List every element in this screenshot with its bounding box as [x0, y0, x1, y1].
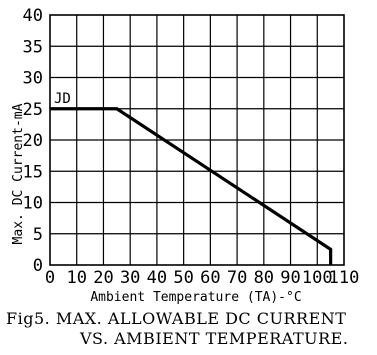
x-tick-label: 60 — [200, 268, 220, 288]
x-tick-label: 100 — [302, 268, 333, 288]
x-tick-label: 80 — [254, 268, 274, 288]
y-tick-label: 40 — [23, 6, 43, 26]
y-tick-label: 35 — [23, 37, 43, 57]
y-tick-label: 10 — [23, 194, 43, 214]
plot-frame — [49, 14, 345, 266]
series-label-jd: JD — [54, 91, 71, 107]
y-tick-label: 0 — [33, 256, 43, 276]
frame-layer — [49, 14, 345, 266]
x-tick-label: 50 — [173, 268, 193, 288]
grid-layer — [50, 15, 344, 265]
y-tick-label: 15 — [23, 162, 43, 182]
y-axis-label: Max. DC Current-mA — [11, 103, 26, 244]
tick-label-layer: 0 5 10 15 20 25 30 35 40 0 10 20 30 40 50 60 70 80 90 10011… — [23, 6, 360, 288]
x-tick-label: 10 — [66, 268, 86, 288]
figure-caption-line-1: Fig5. MAX. ALLOWABLE DC CURRENT — [6, 309, 346, 328]
y-tick-label: 5 — [33, 225, 43, 245]
x-tick-label: 110 — [329, 268, 360, 288]
x-tick-label: 40 — [147, 268, 167, 288]
y-tick-label: 25 — [23, 100, 43, 120]
series-layer: JD — [50, 91, 333, 265]
x-tick-label: 30 — [120, 268, 140, 288]
x-tick-label: 20 — [93, 268, 113, 288]
series-line-jd — [50, 107, 333, 265]
y-tick-label: 30 — [23, 69, 43, 89]
y-tick-label: 20 — [23, 131, 43, 151]
x-tick-label: 90 — [280, 268, 300, 288]
x-tick-label: 0 — [45, 268, 55, 288]
x-axis-label: Ambient Temperature (TA)-°C — [90, 290, 301, 305]
figure-caption-line-2: VS. AMBIENT TEMPERATURE. — [79, 329, 348, 348]
x-tick-label: 70 — [227, 268, 247, 288]
